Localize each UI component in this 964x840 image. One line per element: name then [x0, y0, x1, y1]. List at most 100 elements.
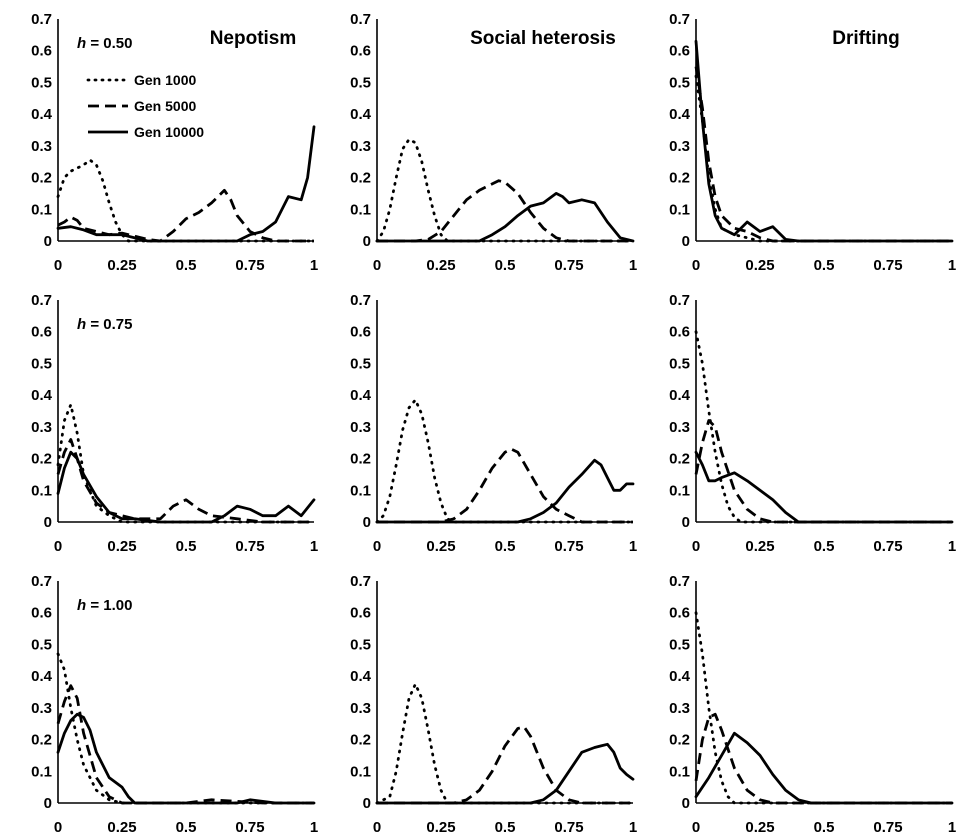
x-tick-label: 0 [54, 819, 62, 836]
series-line-gen-5000 [57, 188, 314, 243]
panel-title-drifting: Drifting [832, 28, 900, 49]
y-tick-label: 0.3 [350, 419, 371, 436]
y-tick-label: 0.7 [669, 11, 690, 28]
y-tick-label: 0.7 [669, 292, 690, 309]
x-tick-label: 0.25 [107, 257, 136, 274]
series-line-gen-10000 [56, 450, 316, 524]
x-tick-label: 0 [373, 257, 381, 274]
y-tick-label: 0.3 [669, 419, 690, 436]
x-tick-label: 1 [948, 819, 956, 836]
x-tick-label: 0.5 [495, 819, 516, 836]
x-tick-label: 0 [692, 819, 700, 836]
y-tick-label: 0.4 [31, 668, 53, 685]
y-tick-label: 0.3 [31, 138, 52, 155]
series-line-gen-1000 [56, 652, 316, 805]
y-tick-label: 0.2 [669, 451, 690, 468]
y-tick-label: 0.5 [669, 636, 690, 653]
x-tick-label: 0.25 [107, 538, 136, 555]
x-tick-label: 0.5 [495, 538, 516, 555]
panel-r1-c1: 0 0.1 0.2 0.3 0.4 0.5 0.6 0.7 0 0.25 0.5 0.75 1 [350, 292, 637, 555]
h-label: h = 1.00 [77, 597, 132, 614]
y-tick-label: 0.1 [669, 482, 690, 499]
x-tick-label: 0.75 [873, 257, 902, 274]
series-line-gen-10000 [694, 39, 954, 243]
y-tick-label: 0 [363, 795, 371, 812]
legend-label-gen-5000: Gen 5000 [134, 98, 196, 114]
x-tick-label: 0 [373, 819, 381, 836]
legend-label-gen-10000: Gen 10000 [134, 124, 204, 140]
x-tick-label: 0.25 [107, 819, 136, 836]
series-line-gen-5000 [694, 66, 952, 243]
y-tick-label: 0.2 [31, 170, 52, 187]
y-tick-label: 0.4 [350, 668, 372, 685]
y-tick-label: 0.7 [350, 573, 371, 590]
panel-title-nepotism: Nepotism [210, 28, 297, 49]
x-tick-label: 0.75 [235, 819, 264, 836]
y-tick-label: 0.3 [31, 419, 52, 436]
x-tick-label: 0.5 [814, 819, 835, 836]
series-line-gen-5000 [694, 712, 952, 805]
y-tick-label: 0.4 [31, 106, 53, 123]
x-tick-label: 0.25 [426, 257, 455, 274]
y-tick-label: 0.4 [350, 106, 372, 123]
x-tick-label: 0.75 [873, 819, 902, 836]
y-tick-label: 0.3 [669, 700, 690, 717]
x-tick-label: 1 [948, 538, 956, 555]
x-tick-label: 0.75 [235, 257, 264, 274]
panel-r2-c0: 0 0.1 0.2 0.3 0.4 0.5 0.6 0.7 0 0.25 0.5 0.75 1 h = 1… [31, 573, 318, 836]
x-tick-label: 0.25 [745, 257, 774, 274]
y-tick-label: 0 [44, 795, 52, 812]
y-tick-label: 0.3 [669, 138, 690, 155]
y-tick-label: 0.7 [350, 11, 371, 28]
y-tick-label: 0.4 [669, 106, 691, 123]
y-tick-label: 0.2 [350, 451, 371, 468]
y-tick-label: 0.6 [350, 324, 371, 341]
x-tick-label: 0 [373, 538, 381, 555]
y-tick-label: 0 [682, 514, 690, 531]
y-tick-label: 0 [363, 514, 371, 531]
y-tick-label: 0.6 [669, 324, 690, 341]
y-tick-label: 0.5 [31, 636, 52, 653]
series-line-gen-1000 [694, 330, 954, 524]
y-tick-label: 0.5 [350, 74, 371, 91]
series-line-gen-5000 [377, 725, 633, 805]
y-tick-label: 0.2 [350, 170, 371, 187]
h-value: = 0.50 [86, 35, 132, 52]
y-tick-label: 0.1 [31, 763, 52, 780]
y-tick-label: 0.4 [350, 387, 372, 404]
y-tick-label: 0.6 [31, 605, 52, 622]
x-tick-label: 0.75 [235, 538, 264, 555]
series-line-gen-1000 [375, 682, 635, 805]
x-tick-label: 1 [310, 819, 318, 836]
legend-label-gen-1000: Gen 1000 [134, 72, 196, 88]
y-tick-label: 0.1 [350, 201, 371, 218]
panel-r1-c2: 0 0.1 0.2 0.3 0.4 0.5 0.6 0.7 0 0.25 0.5 0.75 1 [669, 292, 956, 555]
x-tick-label: 0.5 [176, 538, 197, 555]
x-tick-label: 0 [692, 257, 700, 274]
x-tick-label: 0.5 [176, 819, 197, 836]
h-value: = 0.75 [86, 316, 132, 333]
h-label: h = 0.75 [77, 316, 132, 333]
x-tick-label: 0.5 [495, 257, 516, 274]
y-tick-label: 0 [363, 233, 371, 250]
y-tick-label: 0.5 [669, 355, 690, 372]
series-line-gen-10000 [375, 458, 635, 524]
y-tick-label: 0.6 [350, 43, 371, 60]
series-line-gen-10000 [694, 731, 954, 805]
series-line-gen-1000 [694, 74, 954, 243]
y-tick-label: 0.5 [31, 74, 52, 91]
x-tick-label: 0 [54, 257, 62, 274]
y-tick-label: 0.2 [350, 732, 371, 749]
x-tick-label: 0.75 [873, 538, 902, 555]
x-tick-label: 0.75 [554, 819, 583, 836]
series-line-gen-5000 [377, 179, 633, 243]
x-tick-label: 1 [310, 538, 318, 555]
y-tick-label: 0.7 [31, 11, 52, 28]
y-tick-label: 0.4 [669, 668, 691, 685]
series-line-gen-10000 [56, 125, 316, 243]
series-line-gen-1000 [375, 138, 635, 243]
panel-r2-c1: 0 0.1 0.2 0.3 0.4 0.5 0.6 0.7 0 0.25 0.5 0.75 1 [350, 573, 637, 836]
panel-title-social-heterosis: Social heterosis [470, 28, 616, 49]
y-tick-label: 0.2 [31, 451, 52, 468]
